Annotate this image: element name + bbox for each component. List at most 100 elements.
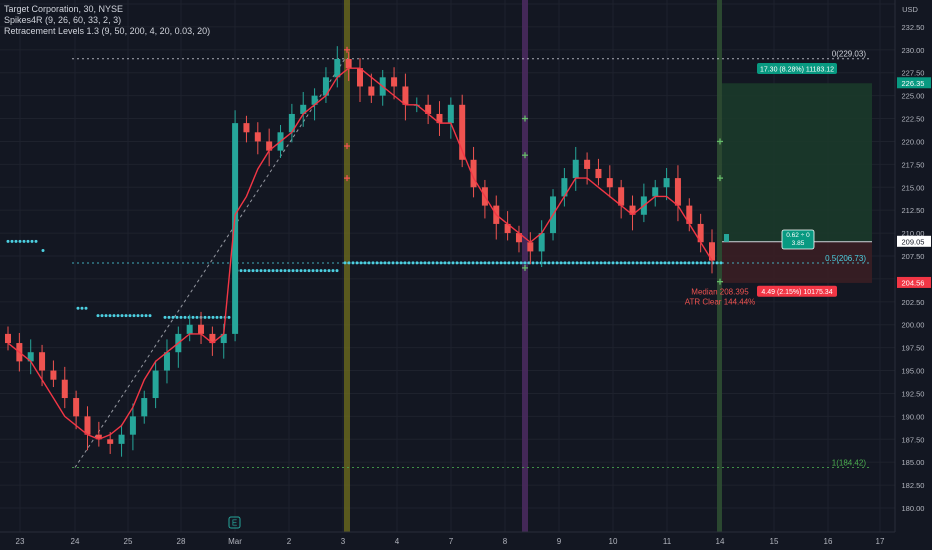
spike-dot (599, 261, 603, 265)
candle (697, 223, 704, 243)
spike-dot (191, 315, 195, 319)
candle (629, 205, 636, 215)
spike-dot (175, 315, 179, 319)
spike-dot (471, 261, 475, 265)
spike-dot (395, 261, 399, 265)
spike-dot (479, 261, 483, 265)
svg-text:226.35: 226.35 (902, 79, 925, 88)
spike-dot (251, 269, 255, 273)
spike-dot (255, 269, 259, 273)
spike-dot (431, 261, 435, 265)
spike-dot (195, 315, 199, 319)
spike-dot (591, 261, 595, 265)
spike-dot (679, 261, 683, 265)
median-annotation: Median 208.395 (691, 287, 749, 296)
spike-dot (18, 239, 22, 243)
candle (674, 178, 681, 206)
spike-dot (407, 261, 411, 265)
fib-label: 1(184.42) (832, 458, 867, 467)
time-tick: 8 (503, 537, 508, 546)
spike-dot (128, 314, 132, 318)
spike-dot (563, 261, 567, 265)
spike-dot (663, 261, 667, 265)
candle (5, 333, 11, 344)
spike-dot (491, 261, 495, 265)
spike-dot (427, 261, 431, 265)
candle (402, 86, 409, 105)
candle (504, 223, 511, 234)
price-tick: 190.00 (902, 412, 925, 421)
trend-line (74, 58, 346, 468)
candle (425, 104, 432, 114)
symbol-title: Target Corporation, 30, NYSE (4, 4, 124, 14)
chart-legend: Target Corporation, 30, NYSE Spikes4R (9… (4, 4, 210, 37)
spike-dot (687, 261, 691, 265)
spike-dot (583, 261, 587, 265)
spike-dot (148, 314, 152, 318)
spike-dot (647, 261, 651, 265)
spike-dot (467, 261, 471, 265)
spike-dot (707, 261, 711, 265)
price-tick: 220.00 (902, 137, 925, 146)
indicator-spikes4r[interactable]: Spikes4R (9, 26, 60, 33, 2, 3) (4, 15, 122, 25)
spike-dot (375, 261, 379, 265)
spike-dot (104, 314, 108, 318)
spike-dot (179, 315, 183, 319)
candle (391, 77, 398, 87)
spike-dot (399, 261, 403, 265)
fib-label: 0.5(206.73) (825, 254, 866, 263)
time-tick: 16 (824, 537, 833, 546)
time-axis (0, 532, 932, 550)
spike-dot (703, 261, 707, 265)
spike-dot (403, 261, 407, 265)
spike-dot (163, 315, 167, 319)
candle (527, 242, 534, 252)
spike-dot (267, 269, 271, 273)
time-tick: 2 (287, 537, 292, 546)
ma-line (7, 67, 713, 441)
price-tick: 232.50 (902, 23, 925, 32)
spike-dot (351, 261, 355, 265)
svg-text:0.62 ÷ 0: 0.62 ÷ 0 (786, 232, 810, 239)
spike-dot (136, 314, 140, 318)
price-axis (895, 0, 932, 550)
candle (709, 242, 715, 261)
price-tick: 185.00 (902, 458, 925, 467)
spike-dot (659, 261, 663, 265)
spike-dot (303, 269, 307, 273)
spike-dot (575, 261, 579, 265)
candle (39, 352, 46, 371)
candle (152, 370, 159, 399)
spike-dot (144, 314, 148, 318)
candle (266, 141, 273, 151)
svg-text:3.85: 3.85 (792, 240, 805, 247)
price-tick: 230.00 (902, 46, 925, 55)
candle (606, 178, 613, 188)
svg-text:209.05: 209.05 (902, 237, 925, 246)
candle (322, 77, 329, 96)
candle (129, 416, 136, 435)
spike-dot (523, 261, 527, 265)
spike-dot (359, 261, 363, 265)
indicator-retracement[interactable]: Retracement Levels 1.3 (9, 50, 200, 4, 2… (4, 26, 211, 36)
price-tick: 195.00 (902, 367, 925, 376)
spike-dot (335, 269, 339, 273)
currency-label: USD (902, 5, 918, 14)
candle (141, 398, 148, 417)
spike-dot (487, 261, 491, 265)
spike-dot (695, 261, 699, 265)
spike-dot (623, 261, 627, 265)
spike-dot (140, 314, 144, 318)
candle (515, 233, 522, 243)
candle (470, 159, 477, 188)
plus-marker (717, 278, 723, 285)
plus-marker (344, 46, 350, 53)
spike-dot (227, 315, 231, 319)
price-tick: 202.50 (902, 298, 925, 307)
time-tick: 25 (124, 537, 133, 546)
spike-dot (379, 261, 383, 265)
time-tick: Mar (228, 537, 242, 546)
spike-dot (655, 261, 659, 265)
spike-dot (22, 239, 26, 243)
